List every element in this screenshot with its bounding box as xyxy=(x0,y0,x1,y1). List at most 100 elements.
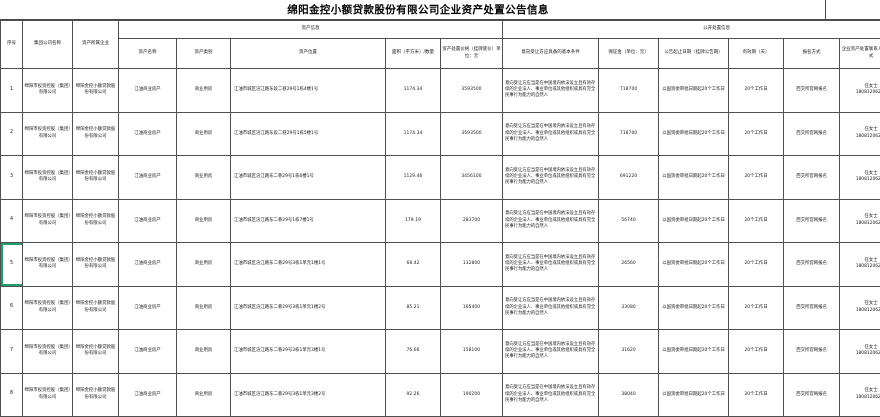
cell-asset-name[interactable]: 江油商业房产 xyxy=(119,243,177,287)
cell-asset-name[interactable]: 江油商业房产 xyxy=(119,69,177,113)
cell-valid-days[interactable]: 20个工作日 xyxy=(729,112,784,156)
cell-contact[interactable]: 任女士18081206203 xyxy=(840,112,880,156)
cell-deposit[interactable]: 31620 xyxy=(599,330,659,374)
cell-asset-location[interactable]: 江油市城区涪江路东二巷29号1栋7楼1号 xyxy=(231,199,386,243)
cell-contact[interactable]: 任女士18081206203 xyxy=(840,286,880,330)
cell-area[interactable]: 1129.46 xyxy=(386,156,441,200)
cell-announce-date[interactable]: 以国资委审批日期起20个工作日 xyxy=(659,199,729,243)
cell-price[interactable]: 165400 xyxy=(441,286,503,330)
cell-asset-category[interactable]: 商业用房 xyxy=(177,330,231,374)
cell-price[interactable]: 132800 xyxy=(441,243,503,287)
cell-valid-days[interactable]: 20个工作日 xyxy=(729,330,784,374)
cell-group-company[interactable]: 绵阳市投资控股（集团）有限公司 xyxy=(23,156,73,200)
cell-conditions[interactable]: 意向受让方应当是在中国境内依法设立且有效存续的企业法人、事业单位或其他组织或具有… xyxy=(503,243,599,287)
cell-owner-company[interactable]: 绵阳金控小额贷款股份有限公司 xyxy=(73,286,119,330)
cell-group-company[interactable]: 绵阳市投资控股（集团）有限公司 xyxy=(23,112,73,156)
cell-conditions[interactable]: 意向受让方应当是在中国境内依法设立且有效存续的企业法人、事业单位或其他组织或具有… xyxy=(503,286,599,330)
cell-announce-date[interactable]: 以国资委审批日期起20个工作日 xyxy=(659,286,729,330)
cell-area[interactable]: 68.42 xyxy=(386,243,441,287)
cell-asset-category[interactable]: 商业用房 xyxy=(177,112,231,156)
cell-conditions[interactable]: 意向受让方应当是在中国境内依法设立且有效存续的企业法人、事业单位或其他组织或具有… xyxy=(503,69,599,113)
cell-conditions[interactable]: 意向受让方应当是在中国境内依法设立且有效存续的企业法人、事业单位或其他组织或具有… xyxy=(503,156,599,200)
cell-contact[interactable]: 任女士18081206203 xyxy=(840,243,880,287)
cell-seq[interactable]: 7 xyxy=(1,330,23,374)
cell-asset-location[interactable]: 江油市城区涪江路东二巷29号3栋1单元1楼2号 xyxy=(231,286,386,330)
cell-owner-company[interactable]: 绵阳金控小额贷款股份有限公司 xyxy=(73,330,119,374)
cell-owner-company[interactable]: 绵阳金控小额贷款股份有限公司 xyxy=(73,112,119,156)
cell-seq[interactable]: 4 xyxy=(1,199,23,243)
cell-deposit[interactable]: 718700 xyxy=(599,112,659,156)
cell-registration[interactable]: 西交所官网报名 xyxy=(784,69,840,113)
cell-price[interactable]: 3593500 xyxy=(441,112,503,156)
cell-asset-category[interactable]: 商业用房 xyxy=(177,156,231,200)
cell-asset-location[interactable]: 江油市城区涪江路东二巷29号3栋1单元3楼1号 xyxy=(231,330,386,374)
cell-conditions[interactable]: 意向受让方应当是在中国境内依法设立且有效存续的企业法人、事业单位或其他组织或具有… xyxy=(503,112,599,156)
cell-price[interactable]: 158100 xyxy=(441,330,503,374)
cell-contact[interactable]: 任女士18081206203 xyxy=(840,69,880,113)
cell-conditions[interactable]: 意向受让方应当是在中国境内依法设立且有效存续的企业法人、事业单位或其他组织或具有… xyxy=(503,199,599,243)
cell-registration[interactable]: 西交所官网报名 xyxy=(784,330,840,374)
cell-registration[interactable]: 西交所官网报名 xyxy=(784,199,840,243)
cell-asset-name[interactable]: 江油商业房产 xyxy=(119,286,177,330)
cell-price[interactable]: 3593500 xyxy=(441,69,503,113)
cell-contact[interactable]: 任女士18081206203 xyxy=(840,156,880,200)
cell-asset-name[interactable]: 江油商业房产 xyxy=(119,112,177,156)
cell-registration[interactable]: 西交所官网报名 xyxy=(784,112,840,156)
cell-asset-location[interactable]: 江油市城区涪江路东段二巷29号1栋4楼1号 xyxy=(231,69,386,113)
cell-asset-location[interactable]: 江油市城区涪江路东段二巷29号1栋5楼1号 xyxy=(231,112,386,156)
cell-asset-category[interactable]: 商业用房 xyxy=(177,199,231,243)
cell-group-company[interactable]: 绵阳市投资控股（集团）有限公司 xyxy=(23,69,73,113)
cell-area[interactable]: 179.19 xyxy=(386,199,441,243)
cell-price[interactable]: 283700 xyxy=(441,199,503,243)
cell-deposit[interactable]: 33080 xyxy=(599,286,659,330)
cell-asset-name[interactable]: 江油商业房产 xyxy=(119,199,177,243)
cell-group-company[interactable]: 绵阳市投资控股（集团）有限公司 xyxy=(23,243,73,287)
cell-asset-location[interactable]: 江油市城区涪江路东二巷29号3栋1单元1楼1号 xyxy=(231,243,386,287)
cell-group-company[interactable]: 绵阳市投资控股（集团）有限公司 xyxy=(23,199,73,243)
cell-valid-days[interactable]: 20个工作日 xyxy=(729,156,784,200)
cell-seq[interactable]: 6 xyxy=(1,286,23,330)
cell-area[interactable]: 1174.34 xyxy=(386,112,441,156)
cell-seq[interactable]: 1 xyxy=(1,69,23,113)
cell-seq[interactable]: 3 xyxy=(1,156,23,200)
cell-owner-company[interactable]: 绵阳金控小额贷款股份有限公司 xyxy=(73,243,119,287)
cell-asset-name[interactable]: 江油商业房产 xyxy=(119,330,177,374)
cell-contact[interactable]: 任女士18081206203 xyxy=(840,330,880,374)
cell-area[interactable]: 1174.34 xyxy=(386,69,441,113)
cell-registration[interactable]: 西交所官网报名 xyxy=(784,286,840,330)
cell-asset-category[interactable]: 商业用房 xyxy=(177,286,231,330)
cell-asset-category[interactable]: 商业用房 xyxy=(177,243,231,287)
cell-area[interactable]: 76.66 xyxy=(386,330,441,374)
cell-announce-date[interactable]: 以国资委审批日期起20个工作日 xyxy=(659,112,729,156)
cell-valid-days[interactable]: 20个工作日 xyxy=(729,286,784,330)
cell-seq[interactable]: 2 xyxy=(1,112,23,156)
cell-price[interactable]: 3456100 xyxy=(441,156,503,200)
cell-owner-company[interactable]: 绵阳金控小额贷款股份有限公司 xyxy=(73,69,119,113)
cell-conditions[interactable]: 意向受让方应当是在中国境内依法设立且有效存续的企业法人、事业单位或其他组织或具有… xyxy=(503,330,599,374)
cell-announce-date[interactable]: 以国资委审批日期起20个工作日 xyxy=(659,330,729,374)
cell-deposit[interactable]: 691220 xyxy=(599,156,659,200)
cell-area[interactable]: 85.21 xyxy=(386,286,441,330)
cell-announce-date[interactable]: 以国资委审批日期起20个工作日 xyxy=(659,243,729,287)
cell-valid-days[interactable]: 20个工作日 xyxy=(729,243,784,287)
cell-registration[interactable]: 西交所官网报名 xyxy=(784,156,840,200)
cell-deposit[interactable]: 56740 xyxy=(599,199,659,243)
cell-deposit[interactable]: 718700 xyxy=(599,69,659,113)
cell-group-company[interactable]: 绵阳市投资控股（集团）有限公司 xyxy=(23,286,73,330)
cell-valid-days[interactable]: 20个工作日 xyxy=(729,69,784,113)
cell-registration[interactable]: 西交所官网报名 xyxy=(784,243,840,287)
cell-announce-date[interactable]: 以国资委审批日期起20个工作日 xyxy=(659,69,729,113)
cell-contact[interactable]: 任女士18081206203 xyxy=(840,199,880,243)
cell-group-company[interactable]: 绵阳市投资控股（集团）有限公司 xyxy=(23,330,73,374)
cell-asset-category[interactable]: 商业用房 xyxy=(177,69,231,113)
cell-deposit[interactable]: 26560 xyxy=(599,243,659,287)
cell-valid-days[interactable]: 20个工作日 xyxy=(729,199,784,243)
cell-asset-name[interactable]: 江油商业房产 xyxy=(119,156,177,200)
cell-owner-company[interactable]: 绵阳金控小额贷款股份有限公司 xyxy=(73,156,119,200)
